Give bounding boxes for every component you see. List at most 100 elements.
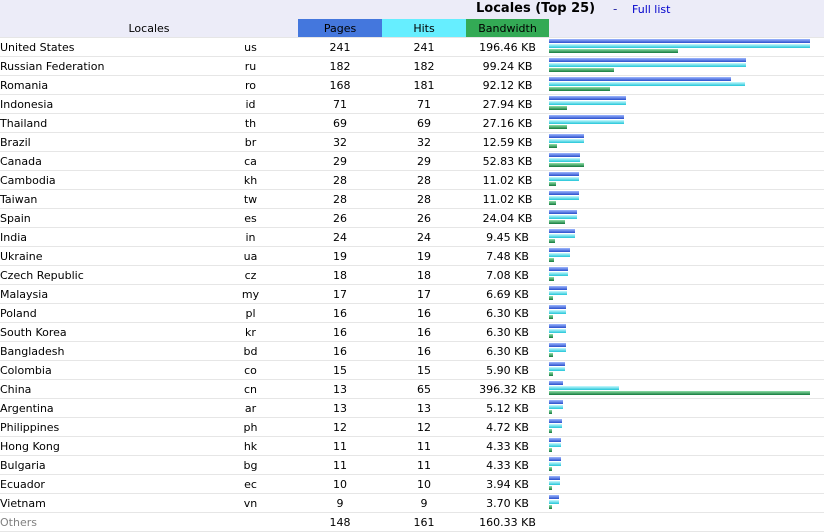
bandwidth-bar [549,106,568,110]
bandwidth-bar [549,372,554,376]
locale-name: Colombia [0,360,203,380]
bandwidth-bar [549,201,557,205]
hits-value: 11 [382,436,467,456]
bandwidth-value: 6.30 KB [466,322,550,342]
hits-value: 32 [382,132,467,152]
bandwidth-value: 11.02 KB [466,170,550,190]
locale-code: tw [203,189,299,209]
pages-bar [549,305,567,309]
pages-value: 32 [298,132,383,152]
hits-bar [549,405,564,409]
locale-name: South Korea [0,322,203,342]
hits-value: 28 [382,189,467,209]
bandwidth-value: 9.45 KB [466,227,550,247]
hits-value: 18 [382,265,467,285]
locale-name: Thailand [0,113,203,133]
pages-value: 9 [298,493,383,513]
others-graph [549,512,824,532]
bandwidth-value: 52.83 KB [466,151,550,171]
bandwidth-value: 12.59 KB [466,132,550,152]
bandwidth-value: 99.24 KB [466,56,550,76]
locale-name: Indonesia [0,94,203,114]
hits-value: 69 [382,113,467,133]
locale-name: India [0,227,203,247]
hits-value: 16 [382,303,467,323]
pages-bar [549,153,581,157]
hits-bar [549,481,561,485]
locale-name: Czech Republic [0,265,203,285]
table-row: Taiwan tw 28 28 11.02 KB [0,189,824,209]
pages-value: 17 [298,284,383,304]
hits-bar [549,196,580,200]
hits-bar [549,272,569,276]
hits-value: 26 [382,208,467,228]
table-row: Indonesia id 71 71 27.94 KB [0,94,824,114]
hits-value: 16 [382,341,467,361]
pages-bar [549,77,732,81]
pages-bar [549,191,580,195]
locale-code: co [203,360,299,380]
locale-code: kh [203,170,299,190]
bandwidth-value: 6.69 KB [466,284,550,304]
table-row: Bulgaria bg 11 11 4.33 KB [0,455,824,475]
pages-value: 28 [298,189,383,209]
column-header-locales: Locales [0,19,299,38]
hits-bar [549,386,620,390]
bandwidth-bar [549,239,556,243]
usage-graph [549,37,824,57]
locale-name: Spain [0,208,203,228]
column-header-pages: Pages [298,19,383,38]
locale-code: ua [203,246,299,266]
pages-value: 29 [298,151,383,171]
usage-graph [549,189,824,209]
usage-graph [549,284,824,304]
table-row: Poland pl 16 16 6.30 KB [0,303,824,323]
pages-value: 11 [298,455,383,475]
locale-code: bg [203,455,299,475]
usage-graph [549,455,824,475]
hits-bar [549,139,585,143]
full-list-link[interactable]: Full list [632,3,671,16]
pages-bar [549,343,567,347]
others-label: Others [0,512,299,532]
hits-value: 29 [382,151,467,171]
locale-code: pl [203,303,299,323]
pages-bar [549,476,561,480]
bandwidth-value: 11.02 KB [466,189,550,209]
pages-value: 13 [298,379,383,399]
bandwidth-bar [549,49,679,53]
pages-value: 18 [298,265,383,285]
pages-value: 16 [298,303,383,323]
table-row: Bangladesh bd 16 16 6.30 KB [0,341,824,361]
locale-code: bd [203,341,299,361]
bandwidth-value: 396.32 KB [466,379,550,399]
usage-graph [549,246,824,266]
locale-code: ca [203,151,299,171]
bandwidth-bar [549,87,611,91]
locale-name: Russian Federation [0,56,203,76]
pages-value: 16 [298,341,383,361]
hits-value: 9 [382,493,467,513]
pages-value: 26 [298,208,383,228]
bandwidth-value: 5.90 KB [466,360,550,380]
hits-value: 181 [382,75,467,95]
locale-name: Bangladesh [0,341,203,361]
pages-bar [549,115,625,119]
table-row: Brazil br 32 32 12.59 KB [0,132,824,152]
locale-name: Taiwan [0,189,203,209]
bandwidth-bar [549,68,615,72]
pages-bar [549,96,627,100]
hits-bar [549,462,562,466]
locale-name: China [0,379,203,399]
bandwidth-value: 92.12 KB [466,75,550,95]
bandwidth-value: 6.30 KB [466,341,550,361]
locale-name: Hong Kong [0,436,203,456]
usage-graph [549,113,824,133]
locale-name: Ukraine [0,246,203,266]
locale-name: Cambodia [0,170,203,190]
table-row: United States us 241 241 196.46 KB [0,37,824,57]
pages-value: 182 [298,56,383,76]
usage-graph [549,417,824,437]
usage-graph [549,265,824,285]
locale-name: Philippines [0,417,203,437]
